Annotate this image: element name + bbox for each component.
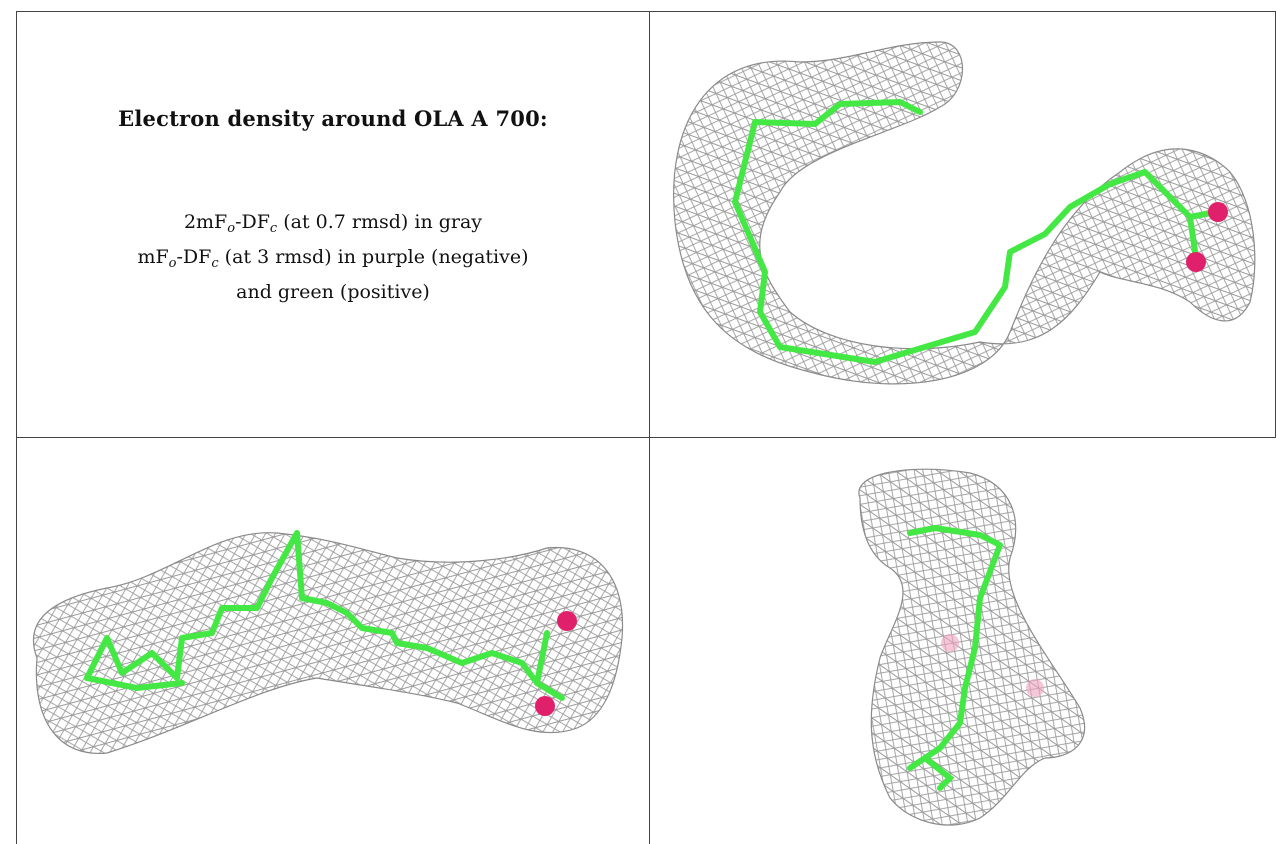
left-border (16, 11, 17, 844)
ligand-carbon-chain (907, 525, 1003, 771)
center-divider (649, 11, 650, 844)
legend-line-2: mFo-DFc (at 3 rmsd) in purple (negative) (137, 246, 529, 271)
oxygen-atom (941, 634, 959, 652)
electron-density-mesh-icon (858, 468, 1086, 826)
oxygen-atom (557, 611, 577, 631)
top-right-view (650, 12, 1275, 437)
oxygen-atom (1208, 202, 1228, 222)
ligand-carbon-chain (732, 99, 1193, 365)
caption-legend: 2mFo-DFc (at 0.7 rmsd) in gray mFo-DFc (… (17, 208, 649, 307)
top-border (16, 11, 1276, 12)
electron-density-mesh-icon (32, 530, 624, 754)
caption-title: Electron density around OLA A 700: (118, 106, 548, 131)
electron-density-mesh-icon (673, 41, 1256, 385)
bottom-left-view (17, 438, 649, 844)
legend-line-1: 2mFo-DFc (at 0.7 rmsd) in gray (183, 211, 483, 236)
legend-line-3: and green (positive) (236, 281, 430, 303)
oxygen-atom (1026, 679, 1044, 697)
oxygen-atom (535, 696, 555, 716)
density-mesh (32, 532, 624, 754)
bottom-right-view (650, 438, 1275, 844)
oxygen-atom (1186, 252, 1206, 272)
density-mesh (858, 468, 1086, 826)
caption-cell: Electron density around OLA A 700: 2mFo-… (17, 12, 649, 437)
density-mesh (673, 41, 1256, 385)
ligand-carbon-chain (84, 530, 540, 686)
middle-divider (16, 437, 1276, 438)
figure-table: Electron density around OLA A 700: 2mFo-… (16, 11, 1276, 844)
